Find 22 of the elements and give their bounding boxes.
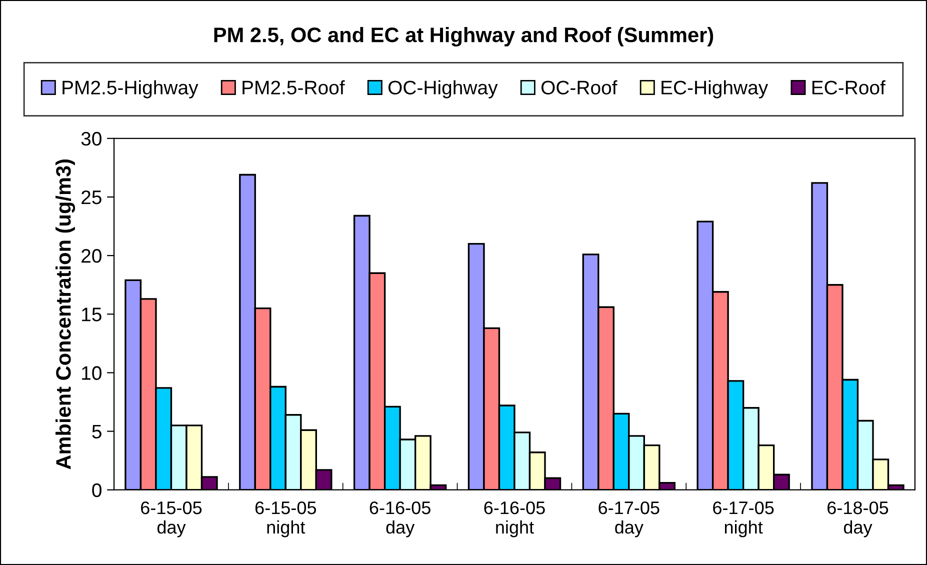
legend-label: EC-Roof: [812, 80, 886, 94]
y-tick-label: 0: [92, 483, 102, 498]
x-tick-label: 6-16-05 day: [370, 501, 430, 538]
legend-label: PM2.5-Highway: [62, 80, 198, 98]
x-tick-label: 6-17-05 day: [598, 501, 660, 538]
y-tick-label: 20: [82, 249, 102, 263]
legend-label: OC-Highway: [388, 80, 498, 98]
chart-title: PM 2.5, OC and EC at Highway and Roof (Summer): [214, 26, 714, 46]
legend-label: OC-Roof: [541, 80, 618, 94]
y-axis-title: Ambient Concentration (ug/m3): [56, 159, 76, 470]
y-tick-label: 5: [92, 424, 102, 439]
x-tick-label: 6-17-05 night: [713, 501, 774, 538]
x-tick-label: 6-18-05 day: [828, 501, 888, 538]
y-tick-label: 10: [82, 366, 102, 380]
x-tick-label: 6-16-05 night: [484, 501, 545, 538]
x-tick-label: 6-15-05 night: [255, 501, 316, 538]
y-tick-label: 25: [82, 190, 102, 204]
legend-label: EC-Highway: [662, 80, 768, 98]
y-tick-label: 15: [82, 308, 102, 322]
y-tick-label: 30: [81, 132, 102, 146]
x-tick-label: 6-15-05 day: [141, 501, 202, 538]
legend-label: PM2.5-Roof: [242, 80, 345, 94]
